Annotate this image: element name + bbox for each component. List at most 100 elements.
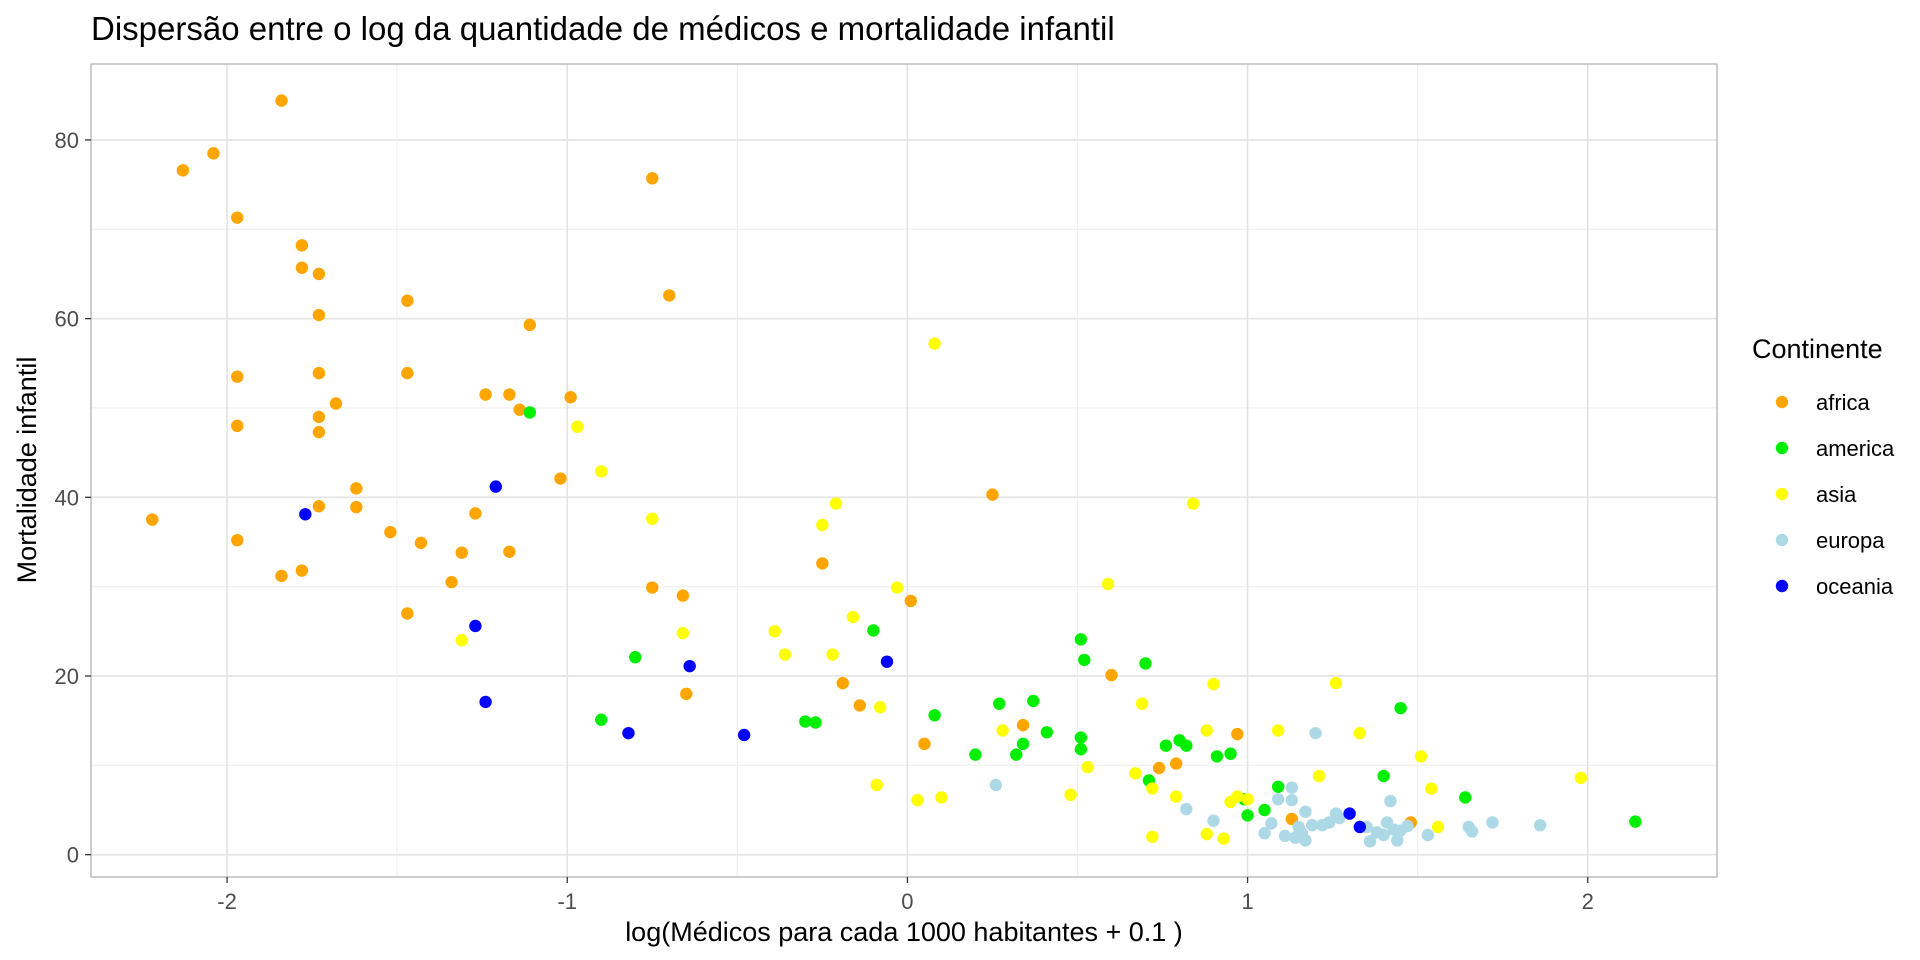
data-point-africa	[295, 564, 309, 577]
data-point-asia	[1425, 782, 1438, 795]
data-point-america	[1016, 737, 1030, 751]
data-point-africa	[231, 533, 244, 547]
data-point-africa	[1152, 761, 1166, 775]
data-point-oceania	[622, 726, 635, 740]
data-point-asia	[1207, 677, 1220, 691]
data-point-africa	[231, 370, 244, 383]
data-point-oceania	[880, 655, 894, 668]
data-point-africa	[445, 575, 458, 589]
data-point-asia	[595, 465, 608, 478]
data-point-europa	[1391, 834, 1404, 847]
data-point-asia	[1271, 724, 1285, 737]
data-point-asia	[768, 625, 781, 638]
data-point-america	[799, 715, 812, 728]
legend-key-europa	[1775, 533, 1789, 547]
data-point-america	[969, 748, 982, 761]
x-tick-label: 2	[1582, 889, 1594, 914]
data-point-asia	[1329, 676, 1343, 690]
data-point-africa	[918, 737, 931, 751]
legend-key-asia	[1775, 487, 1789, 501]
legend-key-oceania	[1775, 579, 1789, 593]
y-tick-label: 60	[55, 307, 79, 332]
data-point-asia	[1312, 769, 1326, 783]
data-point-europa	[1285, 793, 1298, 807]
data-point-asia	[846, 610, 860, 624]
data-point-europa	[1486, 816, 1499, 829]
data-point-africa	[401, 366, 414, 380]
legend-label-asia: asia	[1816, 482, 1857, 507]
data-point-europa	[989, 778, 1003, 792]
data-point-asia	[1064, 788, 1077, 802]
data-point-asia	[1186, 497, 1200, 510]
y-tick-label: 20	[55, 664, 79, 689]
series-oceania	[299, 480, 1367, 834]
chart-title: Dispersão entre o log da quantidade de m…	[91, 10, 1115, 47]
data-point-oceania	[737, 728, 751, 742]
data-point-asia	[1231, 790, 1244, 803]
data-point-asia	[1431, 820, 1445, 834]
data-point-america	[1210, 750, 1224, 763]
y-tick-label: 80	[55, 128, 79, 153]
data-point-europa	[1258, 827, 1271, 840]
grid-minor	[91, 64, 1717, 877]
data-point-africa	[564, 391, 577, 404]
data-point-africa	[904, 594, 918, 608]
data-point-africa	[295, 261, 309, 274]
data-point-asia	[1414, 750, 1428, 763]
grid-major	[91, 64, 1717, 877]
data-point-africa	[146, 513, 159, 526]
data-point-asia	[1241, 793, 1254, 806]
data-point-africa	[295, 239, 309, 252]
data-point-africa	[384, 525, 397, 539]
data-point-america	[1629, 815, 1642, 828]
data-point-america	[1224, 747, 1237, 760]
data-point-america	[1074, 731, 1088, 744]
x-tick-label: 1	[1241, 889, 1253, 914]
data-point-asia	[1146, 830, 1159, 843]
data-point-europa	[1309, 726, 1322, 740]
data-point-asia	[890, 581, 904, 594]
data-point-america	[1394, 701, 1407, 715]
data-point-africa	[312, 267, 326, 281]
data-point-africa	[176, 164, 190, 177]
data-point-europa	[1363, 835, 1377, 848]
data-point-asia	[646, 512, 659, 525]
data-point-africa	[312, 308, 326, 322]
data-point-africa	[469, 507, 482, 520]
data-point-oceania	[1353, 820, 1367, 834]
data-point-africa	[329, 397, 343, 410]
data-point-africa	[350, 482, 363, 495]
data-point-asia	[778, 648, 792, 661]
data-point-asia	[928, 337, 941, 350]
data-point-africa	[816, 557, 829, 570]
data-point-america	[1139, 657, 1152, 670]
data-point-africa	[646, 581, 659, 594]
data-point-europa	[1285, 781, 1298, 794]
x-tick-label: 0	[901, 889, 913, 914]
legend-label-oceania: oceania	[1816, 574, 1894, 599]
data-point-america	[1078, 653, 1091, 667]
legend-label-africa: africa	[1816, 390, 1871, 415]
data-point-europa	[1299, 805, 1312, 818]
data-point-africa	[401, 294, 414, 307]
data-point-africa	[275, 569, 288, 583]
data-point-america	[523, 406, 537, 419]
data-point-oceania	[299, 508, 312, 521]
data-point-asia	[816, 518, 829, 532]
data-point-africa	[1016, 718, 1030, 732]
data-point-africa	[523, 318, 537, 332]
data-point-asia	[1146, 782, 1159, 795]
data-point-america	[1074, 633, 1088, 646]
legend-title: Continente	[1752, 334, 1883, 364]
data-point-europa	[1180, 802, 1193, 816]
data-point-america	[1159, 739, 1173, 752]
data-point-asia	[1081, 760, 1094, 774]
data-point-europa	[1533, 818, 1547, 832]
data-point-asia	[571, 420, 584, 433]
data-point-europa	[1377, 828, 1390, 842]
data-point-america	[1271, 780, 1285, 793]
data-point-america	[595, 713, 608, 726]
series-asia	[455, 337, 1588, 845]
data-point-africa	[676, 589, 690, 602]
data-point-africa	[312, 500, 326, 513]
